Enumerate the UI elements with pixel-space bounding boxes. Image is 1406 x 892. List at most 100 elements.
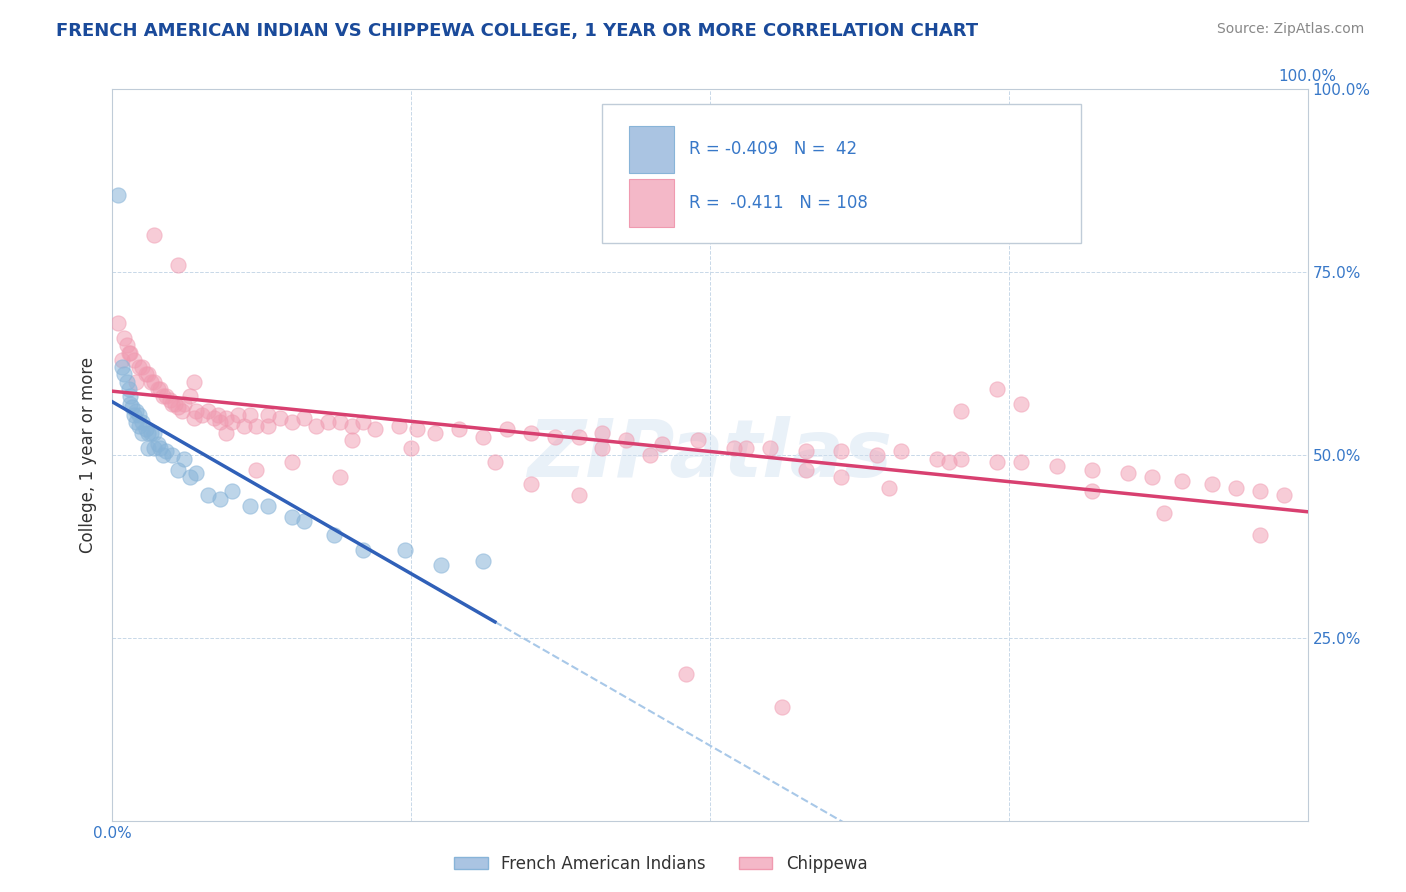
Point <box>388 418 411 433</box>
Point <box>138 441 160 455</box>
Point <box>1081 484 1104 499</box>
Point <box>207 408 229 422</box>
Point <box>950 451 973 466</box>
Point <box>114 368 135 382</box>
Point <box>118 345 141 359</box>
Point <box>135 368 157 382</box>
Point <box>1118 466 1140 480</box>
Point <box>173 397 195 411</box>
Point <box>640 448 662 462</box>
Point <box>1081 462 1104 476</box>
Point <box>138 368 160 382</box>
Point <box>239 408 262 422</box>
Point <box>114 331 135 345</box>
Point <box>651 437 673 451</box>
Point <box>197 404 219 418</box>
Point <box>209 491 232 506</box>
Point <box>163 397 186 411</box>
Point <box>257 418 280 433</box>
Point <box>688 434 710 448</box>
Point <box>155 389 177 403</box>
Point <box>1142 470 1164 484</box>
Point <box>146 437 169 451</box>
Point <box>281 510 304 524</box>
Point <box>292 411 315 425</box>
Point <box>143 425 166 440</box>
Point <box>281 415 304 429</box>
Point <box>281 455 304 469</box>
Point <box>352 415 374 429</box>
Text: R = -0.409   N =  42: R = -0.409 N = 42 <box>689 140 856 158</box>
Bar <box>628 179 675 227</box>
Point <box>139 425 162 440</box>
Point <box>186 404 208 418</box>
Point <box>592 441 614 455</box>
Point <box>215 425 238 440</box>
Point <box>155 444 177 458</box>
Text: R =  -0.411   N = 108: R = -0.411 N = 108 <box>689 194 868 211</box>
Point <box>425 425 447 440</box>
Point <box>1249 528 1271 542</box>
Point <box>269 411 291 425</box>
Point <box>167 258 190 272</box>
Point <box>401 441 423 455</box>
Point <box>938 455 960 469</box>
Point <box>472 554 495 568</box>
Point <box>352 543 374 558</box>
Point <box>950 404 973 418</box>
Point <box>447 422 470 436</box>
Point <box>115 375 138 389</box>
Point <box>1010 455 1032 469</box>
Point <box>152 389 174 403</box>
Point <box>329 415 352 429</box>
Point <box>430 558 453 572</box>
Point <box>131 360 153 375</box>
Point <box>162 448 183 462</box>
Point <box>107 188 129 202</box>
Point <box>794 462 817 476</box>
Point <box>340 434 363 448</box>
Point <box>879 481 901 495</box>
Point <box>394 543 416 558</box>
Point <box>406 422 429 436</box>
Point <box>986 455 1008 469</box>
Point <box>484 455 506 469</box>
Point <box>675 667 697 681</box>
Point <box>735 441 758 455</box>
Point <box>121 401 143 415</box>
Point <box>1010 397 1032 411</box>
Point <box>183 375 205 389</box>
Point <box>239 499 262 513</box>
Point <box>152 448 174 462</box>
Y-axis label: College, 1 year or more: College, 1 year or more <box>79 357 97 553</box>
Point <box>173 451 195 466</box>
Point <box>122 352 145 367</box>
Point <box>257 408 280 422</box>
Point <box>543 430 565 444</box>
Point <box>209 415 232 429</box>
Point <box>831 470 853 484</box>
Point <box>245 462 267 476</box>
Point <box>890 444 912 458</box>
Point <box>1249 484 1271 499</box>
Point <box>128 418 150 433</box>
Point <box>143 228 166 243</box>
Point <box>1272 488 1295 502</box>
Point <box>118 382 141 396</box>
Text: ZIPatlas: ZIPatlas <box>527 416 893 494</box>
Point <box>170 404 193 418</box>
Point <box>1225 481 1247 495</box>
Point <box>616 434 638 448</box>
Point <box>186 466 208 480</box>
Bar <box>628 126 675 173</box>
Point <box>986 382 1008 396</box>
Point <box>202 411 225 425</box>
Point <box>115 338 138 352</box>
Point <box>149 382 172 396</box>
Point <box>131 425 153 440</box>
Point <box>143 375 166 389</box>
Point <box>568 430 591 444</box>
Point <box>167 462 190 476</box>
Point <box>215 411 238 425</box>
Point <box>125 375 148 389</box>
